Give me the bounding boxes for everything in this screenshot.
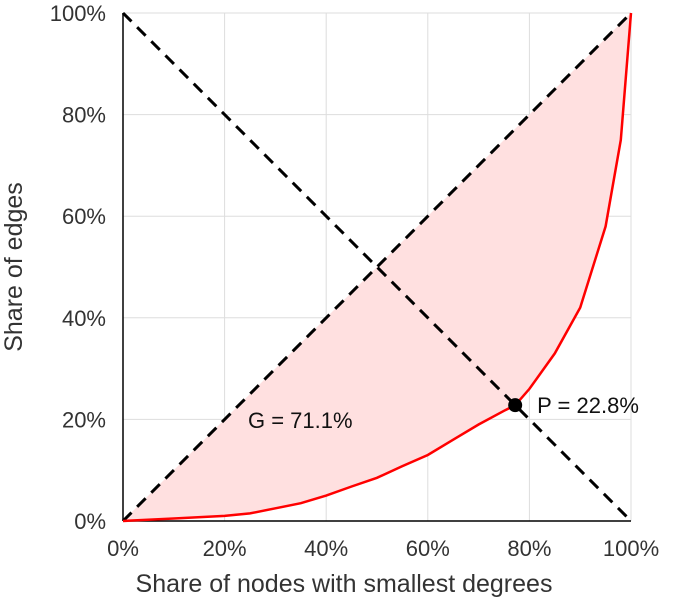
y-tick-label: 80% (62, 103, 106, 128)
x-tick-label: 100% (603, 536, 659, 561)
y-tick-label: 0% (74, 509, 106, 534)
x-tick-label: 80% (507, 536, 551, 561)
x-axis-title: Share of nodes with smallest degrees (136, 570, 553, 598)
x-tick-label: 0% (107, 536, 139, 561)
x-tick-label: 60% (406, 536, 450, 561)
y-tick-label: 60% (62, 204, 106, 229)
p-point (508, 398, 523, 413)
inequality-area (123, 13, 631, 521)
lorenz-curve (122, 12, 633, 523)
gini-annotation: G = 71.1% (248, 408, 353, 433)
y-tick-labels: 0% 20% 40% 60% 80% 100% (50, 1, 106, 534)
y-tick-label: 100% (50, 1, 106, 26)
x-tick-label: 40% (304, 536, 348, 561)
axes (122, 13, 631, 522)
x-tick-label: 20% (203, 536, 247, 561)
p-annotation: P = 22.8% (537, 393, 639, 418)
y-tick-label: 20% (62, 407, 106, 432)
x-tick-labels: 0% 20% 40% 60% 80% 100% (107, 536, 659, 561)
y-tick-label: 40% (62, 306, 106, 331)
y-axis-title: Share of edges (0, 182, 28, 352)
